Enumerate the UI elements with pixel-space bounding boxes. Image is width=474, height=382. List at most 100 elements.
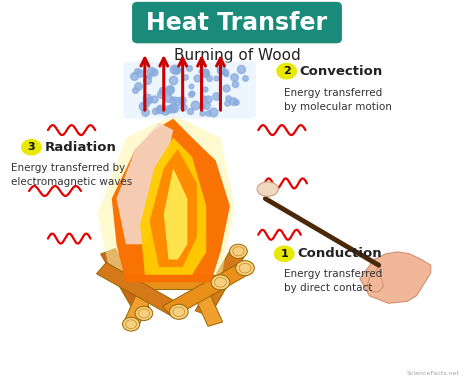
Point [230,74,237,81]
FancyBboxPatch shape [132,2,342,43]
Polygon shape [181,261,223,326]
Text: Radiation: Radiation [45,141,117,154]
Ellipse shape [236,261,255,276]
Point [237,66,245,72]
Point [187,91,195,97]
Point [232,99,240,105]
Text: Energy transferred by
electromagnetic waves: Energy transferred by electromagnetic wa… [11,163,132,187]
Point [185,65,192,71]
Text: 1: 1 [281,249,288,259]
Text: Convection: Convection [300,65,383,78]
Point [241,74,249,81]
Point [170,97,177,103]
Polygon shape [195,249,246,316]
Point [197,103,205,109]
Text: 3: 3 [27,142,35,152]
Point [229,98,237,104]
FancyBboxPatch shape [124,62,256,119]
Point [178,97,186,103]
Point [222,71,229,77]
Ellipse shape [170,304,188,319]
Circle shape [274,245,295,262]
Polygon shape [150,149,197,267]
Point [204,96,212,102]
Circle shape [276,63,297,79]
Point [205,75,213,81]
Point [150,69,158,75]
Point [204,110,212,116]
Point [221,69,228,75]
Point [143,94,150,100]
Point [191,102,199,108]
Point [193,75,201,81]
Ellipse shape [179,256,196,270]
Polygon shape [112,119,230,282]
Point [150,96,158,102]
Point [222,84,229,91]
Polygon shape [367,267,383,292]
Point [173,67,181,73]
Point [155,107,163,113]
Text: ScienceFacts.net: ScienceFacts.net [406,371,459,376]
Point [171,66,178,72]
Polygon shape [98,115,235,282]
Point [224,100,231,106]
Point [217,67,225,73]
Point [224,95,232,101]
Text: Heat Transfer: Heat Transfer [146,11,328,35]
Point [165,87,173,93]
Polygon shape [100,249,151,316]
Point [172,66,179,73]
Point [181,74,189,80]
Point [173,97,181,104]
Point [179,104,187,110]
Polygon shape [126,275,220,289]
Point [166,86,173,92]
Point [169,77,176,83]
Polygon shape [360,252,431,303]
Text: Conduction: Conduction [298,247,382,260]
Ellipse shape [257,182,278,196]
Point [158,87,165,93]
Point [170,105,177,111]
Point [188,83,195,89]
Point [162,108,169,114]
Point [200,95,208,101]
Text: Burning of Wood: Burning of Wood [173,49,301,63]
Text: Energy transferred
by molecular motion: Energy transferred by molecular motion [284,88,392,112]
Point [141,108,149,115]
Polygon shape [97,262,184,317]
Point [212,93,219,99]
Point [157,91,165,97]
Point [201,70,209,76]
Point [131,87,139,93]
Polygon shape [117,123,173,244]
Point [201,70,209,76]
Text: 2: 2 [283,66,291,76]
Point [133,68,141,74]
Point [210,109,217,115]
Point [168,105,175,111]
Point [145,73,153,79]
Point [198,102,206,108]
Point [164,105,172,112]
Point [202,102,210,108]
Ellipse shape [135,306,153,320]
Point [143,77,150,83]
Point [139,102,146,108]
Point [186,108,194,114]
Point [152,108,159,114]
Point [142,99,149,105]
Point [147,68,155,74]
Point [130,73,137,79]
Ellipse shape [211,275,230,290]
Point [136,70,144,76]
Polygon shape [124,261,166,326]
Ellipse shape [122,317,140,331]
Point [197,68,205,74]
Point [134,83,141,89]
Circle shape [21,139,42,155]
Point [189,91,196,97]
Point [157,106,164,112]
Polygon shape [164,168,187,259]
